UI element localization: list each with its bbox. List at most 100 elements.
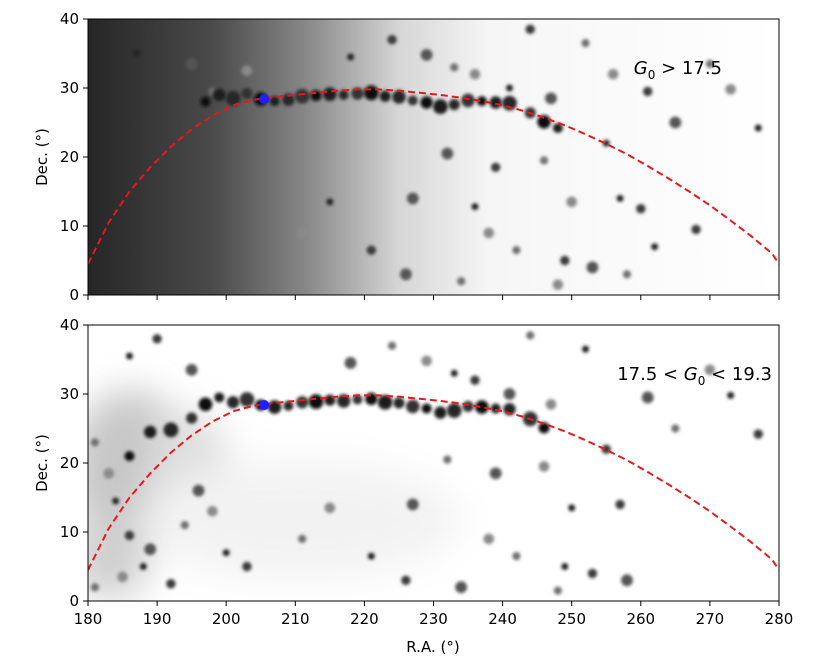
stream-star [239, 392, 255, 407]
x-tick-label: 230 [419, 610, 448, 628]
stream-star [502, 95, 517, 111]
field-star [166, 579, 176, 589]
field-star [152, 24, 162, 35]
field-star [420, 48, 433, 61]
stream-star [296, 396, 309, 409]
field-star [296, 227, 308, 239]
field-star [470, 375, 480, 385]
x-tick-label: 210 [281, 610, 310, 628]
stream-star [338, 89, 349, 100]
y-axis-label-top: Dec. (°) [33, 128, 51, 186]
field-star [616, 194, 624, 202]
stream-star [379, 90, 391, 102]
field-star [450, 63, 459, 72]
field-star [450, 369, 458, 377]
field-star [512, 246, 521, 255]
x-tick-label: 240 [488, 610, 517, 628]
y-ticks-top: 0 10 20 30 40 [60, 10, 88, 304]
field-star [643, 86, 653, 97]
field-star [568, 504, 576, 512]
stream-star [475, 400, 489, 414]
panel-annotation-top: G0 > 17.5 [634, 58, 722, 82]
stream-star [310, 89, 322, 102]
stream-star [269, 96, 280, 107]
field-star [725, 84, 736, 95]
stream-star [420, 96, 433, 109]
stream-star [163, 422, 179, 438]
field-star [671, 424, 680, 433]
stream-star [392, 90, 406, 104]
field-star [344, 357, 357, 369]
field-star [222, 549, 230, 557]
field-star [636, 204, 646, 214]
stream-star [294, 88, 310, 104]
stream-star [434, 406, 447, 419]
field-star [512, 552, 521, 561]
stream-star [490, 403, 501, 414]
x-tick-label: 180 [74, 610, 103, 628]
y-tick-label: 20 [60, 454, 79, 472]
x-tick-label: 260 [626, 610, 655, 628]
x-tick-label: 220 [350, 610, 379, 628]
y-ticks-bottom: 0 10 20 30 40 [60, 316, 88, 610]
field-star [298, 534, 307, 544]
field-star [207, 506, 218, 517]
field-star [443, 455, 452, 464]
field-star [469, 68, 481, 80]
field-star [586, 261, 599, 274]
field-star [124, 530, 135, 541]
field-star [455, 581, 468, 594]
field-star [483, 533, 495, 545]
stream-star [363, 85, 379, 101]
stream-star [537, 115, 551, 129]
field-star [406, 498, 419, 511]
field-star [753, 429, 763, 439]
stream-star [308, 394, 324, 409]
field-star [421, 355, 432, 367]
field-star [324, 502, 336, 514]
field-star [241, 65, 253, 77]
stream-star [407, 95, 418, 106]
field-star [117, 571, 128, 583]
field-star [538, 461, 550, 472]
field-star [539, 156, 549, 165]
field-star [185, 363, 198, 376]
stream-star [225, 90, 241, 106]
field-star [561, 563, 569, 570]
field-star [545, 399, 557, 410]
field-star [242, 561, 252, 572]
field-star [704, 364, 716, 376]
field-star [566, 196, 577, 208]
field-star [152, 334, 162, 344]
stream-star [186, 412, 198, 424]
stream-star [393, 397, 405, 409]
field-star [185, 57, 198, 70]
field-star [615, 499, 625, 510]
field-star [387, 35, 397, 45]
annotation-g-symbol: G [684, 364, 698, 385]
y-tick-label: 30 [60, 385, 79, 403]
field-star [401, 575, 411, 585]
field-star [553, 586, 562, 595]
field-star [727, 391, 735, 399]
field-star [691, 224, 701, 235]
plot-area-top [88, 19, 779, 295]
stream-star [405, 399, 420, 414]
panel-top: 0 10 20 30 40 Dec. (°) G0 > 17.5 [33, 10, 780, 304]
stream-track-bottom [88, 394, 779, 571]
field-star [441, 147, 454, 160]
field-star [582, 345, 590, 353]
field-star [192, 484, 205, 497]
stream-star [461, 93, 475, 108]
stream-star [476, 96, 487, 107]
stream-track-top [88, 88, 779, 265]
stream-star [433, 99, 448, 115]
y-tick-label: 40 [60, 10, 79, 28]
field-star [125, 352, 133, 360]
stream-star [198, 397, 213, 412]
field-star [622, 270, 632, 279]
field-star [602, 139, 610, 147]
field-star [367, 552, 375, 560]
stream-star [214, 392, 225, 403]
